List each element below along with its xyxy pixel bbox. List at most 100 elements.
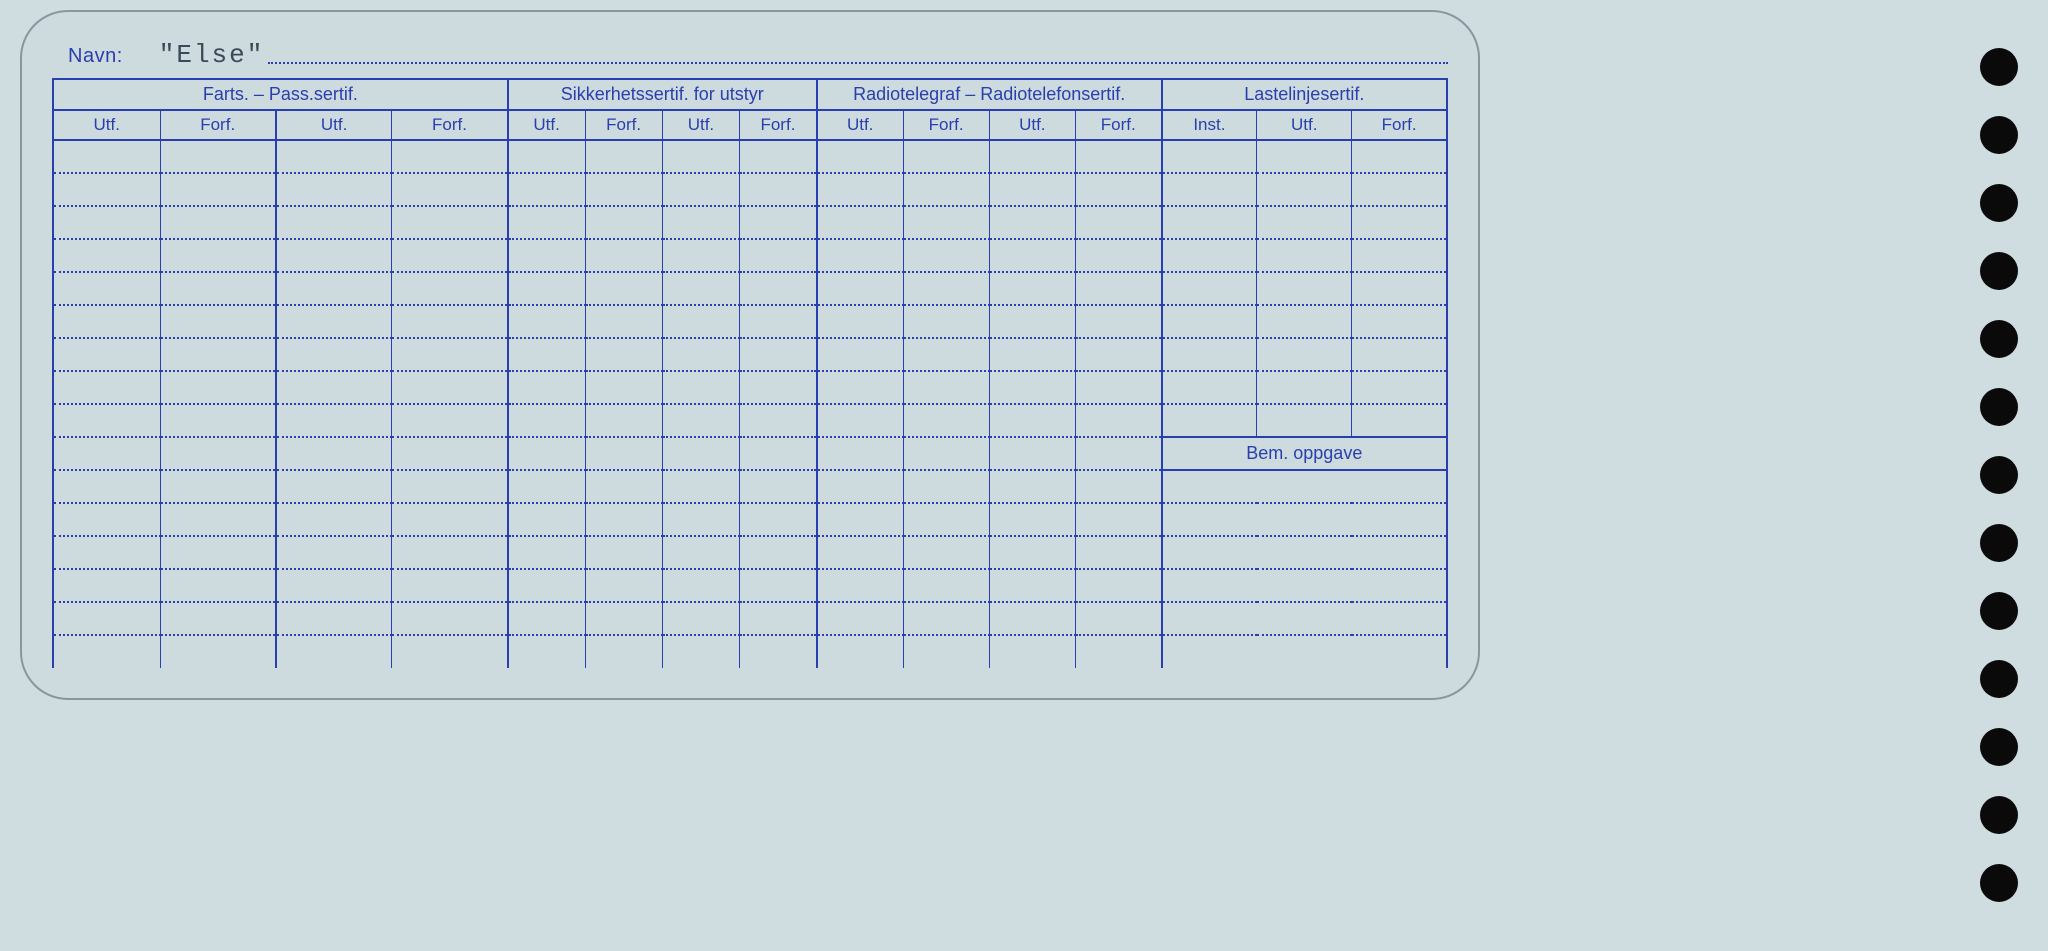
- name-dotted-line: [268, 62, 1448, 64]
- table-cell: [740, 470, 817, 503]
- table-cell: [989, 437, 1075, 470]
- table-cell: [392, 503, 508, 536]
- table-cell: [817, 569, 903, 602]
- table-cell: [740, 206, 817, 239]
- punch-hole: [1980, 184, 2018, 222]
- punch-holes: [1980, 48, 2018, 902]
- table-cell: [1075, 338, 1161, 371]
- table-cell: [1257, 305, 1352, 338]
- table-cell: [508, 635, 585, 668]
- col-h: Forf.: [1352, 110, 1447, 140]
- name-value: "Else": [131, 40, 265, 70]
- table-body: Bem. oppgave: [53, 140, 1447, 668]
- table-cell: [662, 404, 739, 437]
- bem-oppgave-cell: [1162, 635, 1447, 668]
- table-cell: [392, 338, 508, 371]
- table-cell: [989, 602, 1075, 635]
- table-cell: [817, 635, 903, 668]
- table-cell: [740, 272, 817, 305]
- group-sikkerhet: Sikkerhetssertif. for utstyr: [508, 79, 817, 110]
- table-cell: [903, 206, 989, 239]
- table-cell: [1257, 272, 1352, 305]
- table-cell: [740, 371, 817, 404]
- table-cell: [53, 305, 160, 338]
- table-row: [53, 140, 1447, 173]
- table-cell: [662, 173, 739, 206]
- col-h: Utf.: [53, 110, 160, 140]
- table-cell: [160, 635, 276, 668]
- table-cell: [53, 536, 160, 569]
- table-cell: [662, 536, 739, 569]
- table-cell: [160, 602, 276, 635]
- table-cell: [53, 371, 160, 404]
- table-cell: [989, 338, 1075, 371]
- col-h: Utf.: [989, 110, 1075, 140]
- table-cell: [392, 569, 508, 602]
- table-row: [53, 206, 1447, 239]
- table-row: Bem. oppgave: [53, 437, 1447, 470]
- table-cell: [508, 569, 585, 602]
- table-cell: [989, 239, 1075, 272]
- table-cell: [276, 503, 392, 536]
- table-cell: [392, 602, 508, 635]
- table-cell: [160, 239, 276, 272]
- table-cell: [903, 338, 989, 371]
- table-cell: [817, 206, 903, 239]
- table-row: [53, 272, 1447, 305]
- table-cell: [585, 536, 662, 569]
- record-card: Navn: "Else" Farts. – Pass.sertif. Sikke…: [20, 10, 1480, 700]
- table-cell: [392, 206, 508, 239]
- table-cell: [740, 338, 817, 371]
- table-cell: [1075, 437, 1161, 470]
- table-cell: [903, 239, 989, 272]
- table-cell: [585, 206, 662, 239]
- table-row: [53, 305, 1447, 338]
- col-h: Inst.: [1162, 110, 1257, 140]
- table-cell: [160, 371, 276, 404]
- table-cell: [662, 140, 739, 173]
- table-cell: [989, 503, 1075, 536]
- table-cell: [1257, 371, 1352, 404]
- table-cell: [276, 470, 392, 503]
- table-row: [53, 173, 1447, 206]
- table-cell: [585, 305, 662, 338]
- table-cell: [276, 437, 392, 470]
- table-cell: [1075, 239, 1161, 272]
- table-cell: [1162, 140, 1257, 173]
- table-cell: [276, 140, 392, 173]
- col-h: Forf.: [1075, 110, 1161, 140]
- table-cell: [508, 602, 585, 635]
- table-cell: [740, 635, 817, 668]
- table-cell: [160, 470, 276, 503]
- table-cell: [817, 140, 903, 173]
- table-cell: [817, 602, 903, 635]
- punch-hole: [1980, 728, 2018, 766]
- col-h: Utf.: [276, 110, 392, 140]
- punch-hole: [1980, 388, 2018, 426]
- table-cell: [392, 371, 508, 404]
- table-cell: [1075, 602, 1161, 635]
- table-cell: [989, 272, 1075, 305]
- col-h: Forf.: [160, 110, 276, 140]
- table-cell: [276, 569, 392, 602]
- table-cell: [160, 338, 276, 371]
- table-cell: [392, 437, 508, 470]
- table-cell: [160, 503, 276, 536]
- table-cell: [1352, 338, 1447, 371]
- bem-oppgave-cell: [1162, 602, 1447, 635]
- table-cell: [1075, 206, 1161, 239]
- table-cell: [662, 470, 739, 503]
- table-cell: [1075, 173, 1161, 206]
- table-cell: [740, 536, 817, 569]
- table-cell: [585, 371, 662, 404]
- table-cell: [585, 602, 662, 635]
- punch-hole: [1980, 524, 2018, 562]
- table-cell: [585, 140, 662, 173]
- table-cell: [276, 338, 392, 371]
- table-cell: [53, 569, 160, 602]
- punch-hole: [1980, 796, 2018, 834]
- table-cell: [817, 371, 903, 404]
- table-cell: [508, 371, 585, 404]
- table-cell: [508, 470, 585, 503]
- table-cell: [508, 173, 585, 206]
